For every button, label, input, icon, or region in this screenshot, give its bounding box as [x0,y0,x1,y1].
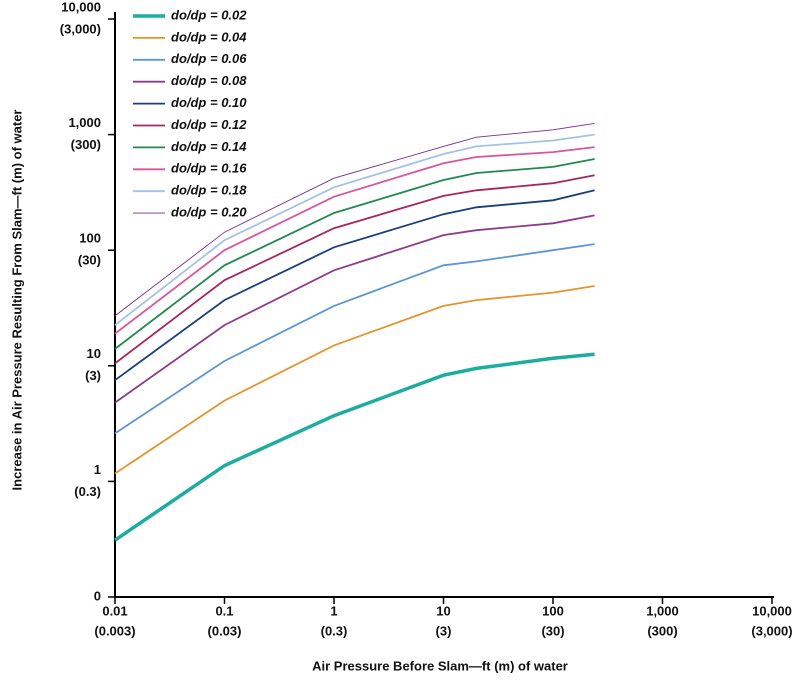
series-line [114,189,595,381]
x-tick-label: 1 [330,603,337,618]
legend-label: do/dp = 0.10 [171,95,247,110]
x-tick-metric-label: (3,000) [751,623,792,638]
x-tick-label: 10 [436,603,450,618]
legend-label: do/dp = 0.08 [171,73,247,88]
y-tick-metric-label: (30) [78,253,101,268]
x-tick-metric-label: (0.003) [94,623,135,638]
y-tick-label: 100 [79,231,101,246]
legend-label: do/dp = 0.16 [171,161,247,176]
series-line [114,146,595,335]
legend-label: do/dp = 0.14 [171,139,247,154]
x-tick-metric-label: (0.3) [321,623,348,638]
x-tick-metric-label: (0.03) [208,623,242,638]
series-line [114,285,595,475]
y-tick-label: 1,000 [68,115,101,130]
series-line [114,158,595,350]
series-line [114,352,595,542]
y-tick-label: 10 [87,346,101,361]
series-line [114,133,595,326]
y-tick-metric-label: (0.3) [74,484,101,499]
y-tick-label: 0 [94,588,101,603]
x-axis-title: Air Pressure Before Slam—ft (m) of water [312,658,568,673]
y-tick-label: 10,000 [61,0,101,14]
series-line [114,243,595,435]
x-tick-label: 100 [542,603,564,618]
x-tick-label: 1,000 [646,603,679,618]
legend-label: do/dp = 0.18 [171,183,247,198]
series-line [114,174,595,365]
x-tick-label: 0.01 [102,603,127,618]
y-tick-label: 1 [94,462,101,477]
legend-label: do/dp = 0.02 [171,7,247,22]
x-tick-label: 10,000 [752,603,792,618]
x-tick-metric-label: (300) [647,623,677,638]
legend-label: do/dp = 0.20 [171,205,247,220]
y-tick-metric-label: (3,000) [60,21,101,36]
y-tick-metric-label: (3) [85,368,101,383]
x-tick-metric-label: (3) [436,623,452,638]
legend-label: do/dp = 0.12 [171,117,247,132]
x-tick-metric-label: (30) [541,623,564,638]
series-line [114,122,595,317]
y-tick-metric-label: (300) [71,137,101,152]
legend-label: do/dp = 0.06 [171,51,247,66]
legend-label: do/dp = 0.04 [171,29,247,44]
series-line [114,214,595,404]
y-axis-title: Increase in Air Pressure Resulting From … [9,110,24,491]
x-tick-label: 0.1 [215,603,233,618]
